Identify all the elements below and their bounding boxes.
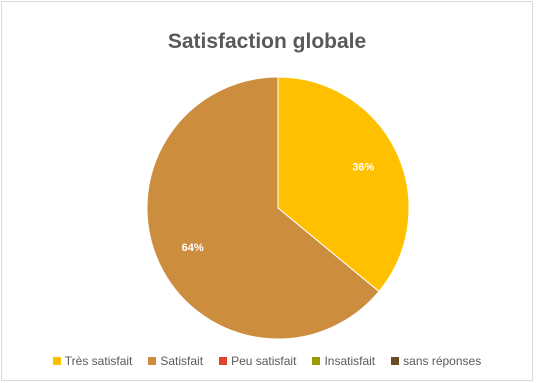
legend-swatch-3 — [312, 357, 321, 365]
legend-swatch-4 — [391, 357, 400, 365]
legend-swatch-1 — [148, 357, 157, 365]
legend-item-4: sans réponses — [391, 354, 481, 368]
legend-label-1: Satisfait — [160, 354, 204, 368]
legend-label-4: sans réponses — [403, 354, 482, 368]
legend-item-1: Satisfait — [148, 354, 203, 368]
legend-swatch-2 — [219, 357, 228, 365]
chart-legend: Très satisfait Satisfait Peu satisfait Insa… — [2, 354, 532, 368]
legend-item-3: Insatisfait — [312, 354, 375, 368]
pie-data-label-1: 64% — [182, 242, 204, 254]
legend-label-0: Très satisfait — [64, 354, 133, 368]
legend-label-2: Peu satisfait — [231, 354, 297, 368]
pie-slice-1 — [146, 76, 380, 340]
pie-data-label-0: 36% — [352, 162, 374, 174]
pie-chart: 36% 64% — [146, 76, 410, 340]
legend-label-3: Insatisfait — [324, 354, 376, 368]
chart-title: Satisfaction globale — [167, 30, 367, 53]
legend-item-0: Très satisfait — [52, 354, 133, 368]
legend-swatch-0 — [52, 357, 61, 365]
legend-item-2: Peu satisfait — [219, 354, 296, 368]
pie-slice-0 — [277, 76, 410, 293]
